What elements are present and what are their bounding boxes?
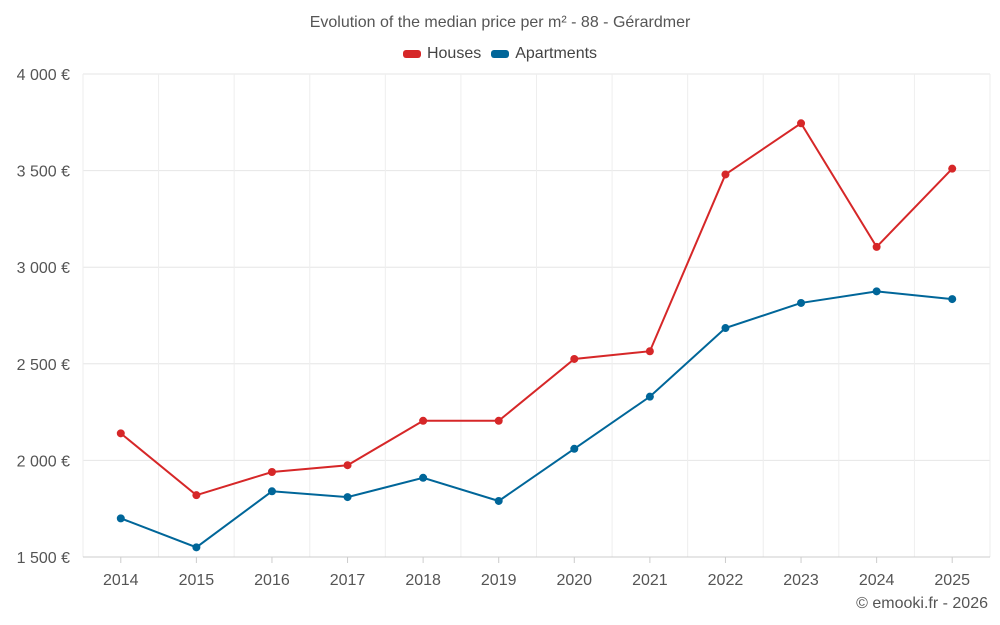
chart-title: Evolution of the median price per m² - 8… [309,14,691,31]
y-tick-label: 3 500 € [17,164,70,181]
data-point-apartments [267,487,276,496]
x-tick-label: 2021 [632,572,668,589]
data-point-apartments [948,295,957,304]
data-point-houses [797,119,806,128]
x-tick-label: 2020 [556,572,592,589]
legend-swatch-apartments [491,50,510,58]
data-point-houses [343,461,352,470]
series-line-apartments [120,290,953,549]
y-tick-label: 3 000 € [17,260,70,277]
legend-label-houses: Houses [426,45,482,62]
data-point-apartments [343,493,352,502]
data-point-apartments [872,287,881,296]
data-point-houses [267,467,276,476]
chart-legend: Houses Apartments [0,45,1000,63]
legend-item-houses[interactable]: Houses [402,45,482,63]
x-tick-label: 2016 [254,572,290,589]
data-point-houses [419,416,428,425]
data-point-apartments [494,496,503,505]
data-point-apartments [645,392,654,401]
copyright-credit: © emooki.fr - 2026 [856,595,988,612]
legend-item-apartments[interactable]: Apartments [491,45,597,63]
legend-swatch-houses [402,50,421,58]
legend-label-apartments: Apartments [515,45,598,62]
x-tick-label: 2017 [330,572,366,589]
y-tick-label: 1 500 € [17,550,70,567]
data-point-houses [192,491,201,500]
data-point-houses [948,164,957,173]
data-point-houses [645,347,654,356]
x-tick-label: 2018 [405,572,441,589]
x-tick-label: 2022 [708,572,744,589]
data-point-houses [721,170,730,179]
data-point-houses [494,416,503,425]
x-tick-label: 2015 [179,572,215,589]
data-point-apartments [570,444,579,453]
data-point-houses [570,354,579,363]
data-point-apartments [419,473,428,482]
x-tick-label: 2024 [859,572,895,589]
series-line-houses [120,121,953,497]
y-tick-label: 4 000 € [17,67,70,84]
x-tick-label: 2019 [481,572,517,589]
data-point-apartments [721,324,730,333]
data-point-houses [872,242,881,251]
data-point-houses [116,429,125,438]
y-tick-label: 2 500 € [17,357,70,374]
data-point-apartments [116,514,125,523]
y-tick-label: 2 000 € [17,453,70,470]
x-tick-label: 2014 [103,572,139,589]
x-tick-label: 2025 [934,572,970,589]
data-point-apartments [797,298,806,307]
data-point-apartments [192,543,201,552]
x-tick-label: 2023 [783,572,819,589]
